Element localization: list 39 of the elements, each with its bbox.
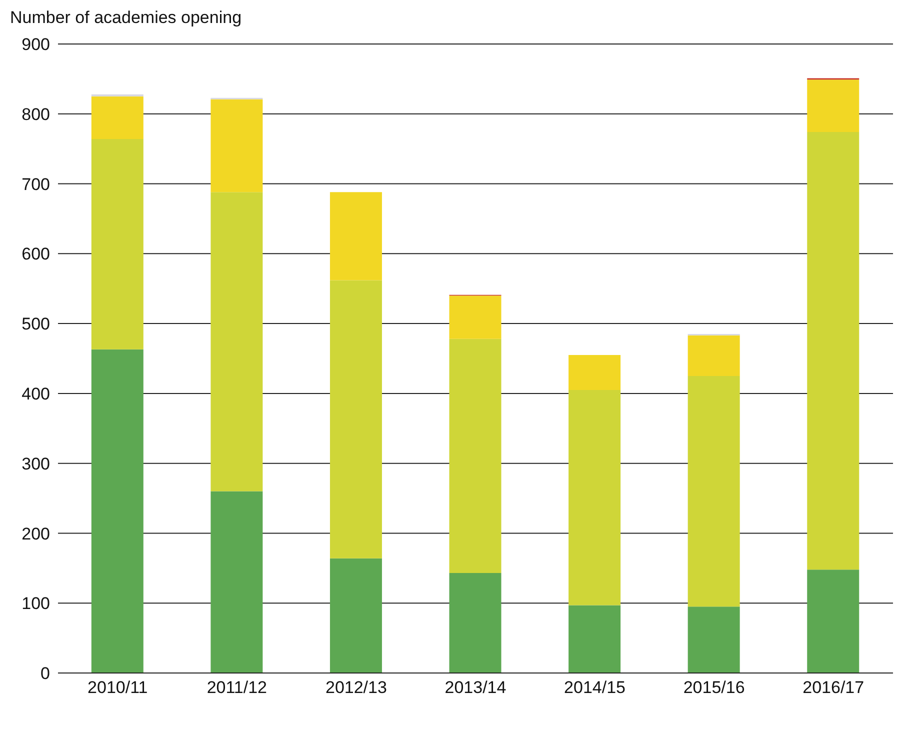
bar [568, 355, 621, 390]
y-tick-label: 100 [22, 594, 50, 614]
bar [449, 338, 502, 574]
bar [807, 80, 860, 132]
bar [688, 376, 740, 607]
y-tick-label: 800 [22, 104, 50, 124]
bar [91, 349, 144, 673]
y-tick-label: 900 [22, 35, 50, 54]
bar [91, 139, 144, 350]
bar [688, 335, 740, 376]
x-tick-label: 2013/14 [444, 678, 506, 698]
y-tick-label: 200 [22, 524, 50, 544]
x-tick-label: 2016/17 [802, 678, 864, 698]
bar [688, 606, 740, 673]
y-tick-label: 700 [22, 174, 50, 194]
bar [568, 390, 621, 606]
y-tick-label: 300 [22, 454, 50, 474]
bar [568, 605, 621, 673]
x-tick-label: 2011/12 [206, 678, 268, 698]
bar [330, 280, 382, 558]
bar [449, 296, 502, 339]
bar [210, 491, 263, 673]
x-tick-label: 2015/16 [683, 678, 745, 698]
y-tick-label: 600 [22, 244, 50, 264]
bar [330, 192, 382, 280]
bar [210, 192, 263, 492]
bar [807, 570, 860, 673]
bar [91, 96, 144, 140]
y-axis-title: Number of academies opening [10, 8, 243, 28]
x-tick-label: 2012/13 [325, 678, 387, 698]
x-tick-label: 2010/11 [88, 678, 148, 698]
bar [330, 558, 382, 673]
bar [449, 573, 502, 673]
x-tick-label: 2014/15 [564, 678, 626, 698]
bar [210, 99, 263, 192]
y-tick-label: 400 [22, 384, 50, 404]
y-tick-label: 0 [40, 664, 50, 684]
bar [807, 132, 860, 570]
y-tick-label: 500 [22, 314, 50, 334]
